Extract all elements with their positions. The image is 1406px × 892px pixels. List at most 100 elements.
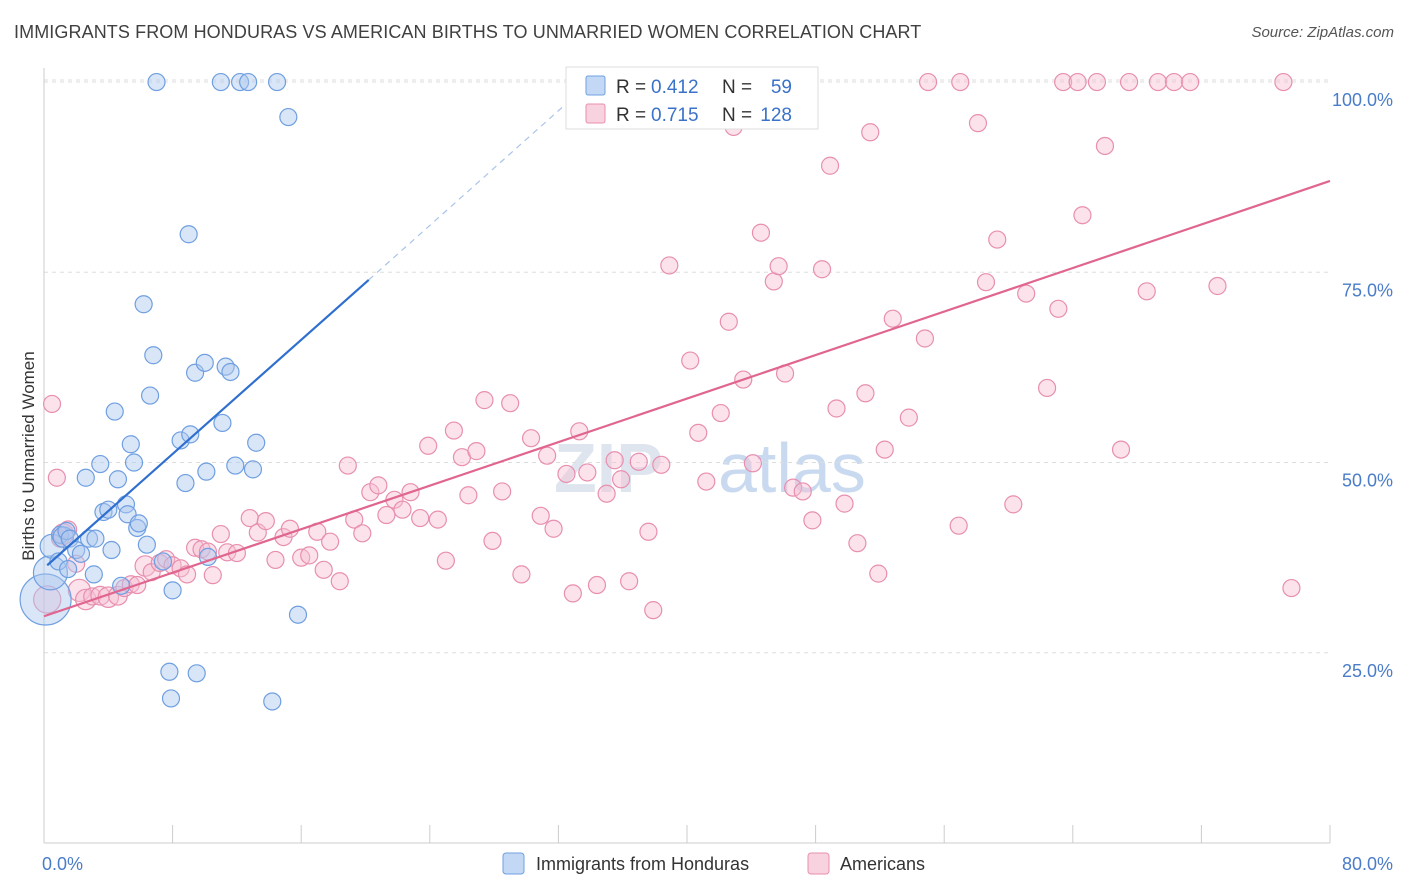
series-honduras bbox=[19, 72, 308, 711]
data-point bbox=[314, 560, 333, 579]
data-point bbox=[91, 454, 110, 474]
data-point bbox=[856, 384, 875, 403]
data-point bbox=[1054, 72, 1073, 92]
data-point bbox=[1282, 578, 1301, 598]
data-point bbox=[121, 435, 140, 454]
legend-r-label: R = bbox=[616, 105, 646, 126]
data-point bbox=[544, 519, 563, 538]
bottom-legend-label-americans: Americans bbox=[840, 854, 925, 874]
data-point bbox=[719, 312, 738, 331]
data-point bbox=[108, 470, 128, 489]
data-point bbox=[353, 524, 372, 543]
data-point bbox=[411, 508, 430, 528]
data-point bbox=[493, 482, 512, 501]
data-point bbox=[1164, 72, 1184, 92]
bottom-legend: Immigrants from Honduras Americans bbox=[502, 852, 925, 875]
data-point bbox=[280, 519, 300, 538]
trend-lines bbox=[43, 81, 1331, 618]
data-point bbox=[803, 511, 822, 530]
data-point bbox=[179, 225, 198, 244]
data-point bbox=[79, 529, 99, 548]
legend-n-label: N = bbox=[722, 105, 752, 126]
data-point bbox=[71, 544, 91, 563]
data-point bbox=[147, 72, 166, 92]
data-point bbox=[1095, 136, 1115, 156]
data-point bbox=[211, 72, 230, 92]
data-point bbox=[300, 546, 319, 565]
data-point bbox=[76, 468, 95, 487]
data-point bbox=[538, 446, 557, 465]
watermark-atlas: atlas bbox=[718, 429, 866, 507]
data-point bbox=[140, 386, 160, 405]
data-point bbox=[90, 585, 111, 606]
y-tick-labels: 25.0% 50.0% 75.0% 100.0% bbox=[1332, 90, 1393, 681]
y-tick-label: 50.0% bbox=[1342, 471, 1393, 491]
x-tick-label-min: 0.0% bbox=[42, 854, 83, 874]
data-point bbox=[769, 257, 788, 276]
data-point bbox=[689, 423, 708, 442]
data-point bbox=[181, 425, 200, 444]
data-point bbox=[629, 452, 648, 471]
data-point bbox=[134, 295, 153, 314]
data-point bbox=[197, 462, 216, 481]
data-point bbox=[153, 552, 173, 571]
legend-n-value: 128 bbox=[760, 105, 792, 126]
data-point bbox=[467, 442, 486, 461]
data-point bbox=[161, 689, 181, 708]
data-point bbox=[1111, 440, 1131, 459]
data-point bbox=[47, 468, 66, 487]
legend-r-label: R = bbox=[616, 77, 646, 98]
data-point bbox=[512, 565, 531, 584]
data-point bbox=[501, 394, 520, 413]
data-point bbox=[243, 460, 263, 479]
data-point bbox=[176, 473, 195, 493]
data-point bbox=[338, 456, 357, 475]
data-point bbox=[279, 107, 298, 127]
data-point bbox=[883, 309, 902, 328]
trend-line-americans bbox=[43, 179, 1331, 618]
data-point bbox=[112, 576, 131, 595]
data-point bbox=[1087, 72, 1107, 92]
data-point bbox=[129, 514, 148, 533]
data-point bbox=[976, 273, 996, 292]
data-point bbox=[256, 512, 275, 531]
data-point bbox=[393, 500, 412, 519]
data-point bbox=[124, 453, 144, 472]
data-point bbox=[195, 353, 214, 372]
data-point bbox=[557, 464, 576, 484]
data-point bbox=[288, 605, 308, 624]
data-point bbox=[835, 494, 854, 513]
data-point bbox=[137, 535, 156, 554]
data-point bbox=[94, 502, 113, 522]
data-point bbox=[793, 482, 812, 501]
data-point bbox=[186, 363, 205, 382]
data-point bbox=[563, 584, 582, 603]
data-point bbox=[226, 456, 245, 475]
data-point bbox=[861, 123, 880, 142]
data-point bbox=[968, 114, 988, 133]
data-point bbox=[711, 403, 730, 423]
y-tick-label: 75.0% bbox=[1342, 280, 1393, 300]
data-point bbox=[1073, 206, 1092, 225]
data-point bbox=[428, 510, 447, 529]
data-point bbox=[266, 550, 285, 570]
data-point bbox=[812, 260, 832, 279]
data-point bbox=[1208, 276, 1227, 296]
bottom-legend-swatch-honduras bbox=[502, 852, 525, 875]
data-point bbox=[263, 692, 282, 711]
data-point bbox=[330, 572, 349, 591]
data-point bbox=[84, 565, 103, 584]
data-point bbox=[848, 534, 867, 553]
data-point bbox=[697, 472, 716, 491]
data-point bbox=[160, 662, 179, 681]
legend-n-label: N = bbox=[722, 77, 752, 98]
data-point bbox=[597, 484, 616, 503]
data-point bbox=[1148, 72, 1168, 92]
data-point bbox=[321, 532, 340, 551]
chart-source: Source: ZipAtlas.com bbox=[1251, 24, 1394, 41]
data-point bbox=[988, 230, 1007, 249]
data-point bbox=[1068, 72, 1087, 92]
data-point bbox=[187, 664, 206, 683]
bottom-legend-swatch-americans bbox=[807, 852, 830, 875]
data-point bbox=[681, 351, 700, 370]
